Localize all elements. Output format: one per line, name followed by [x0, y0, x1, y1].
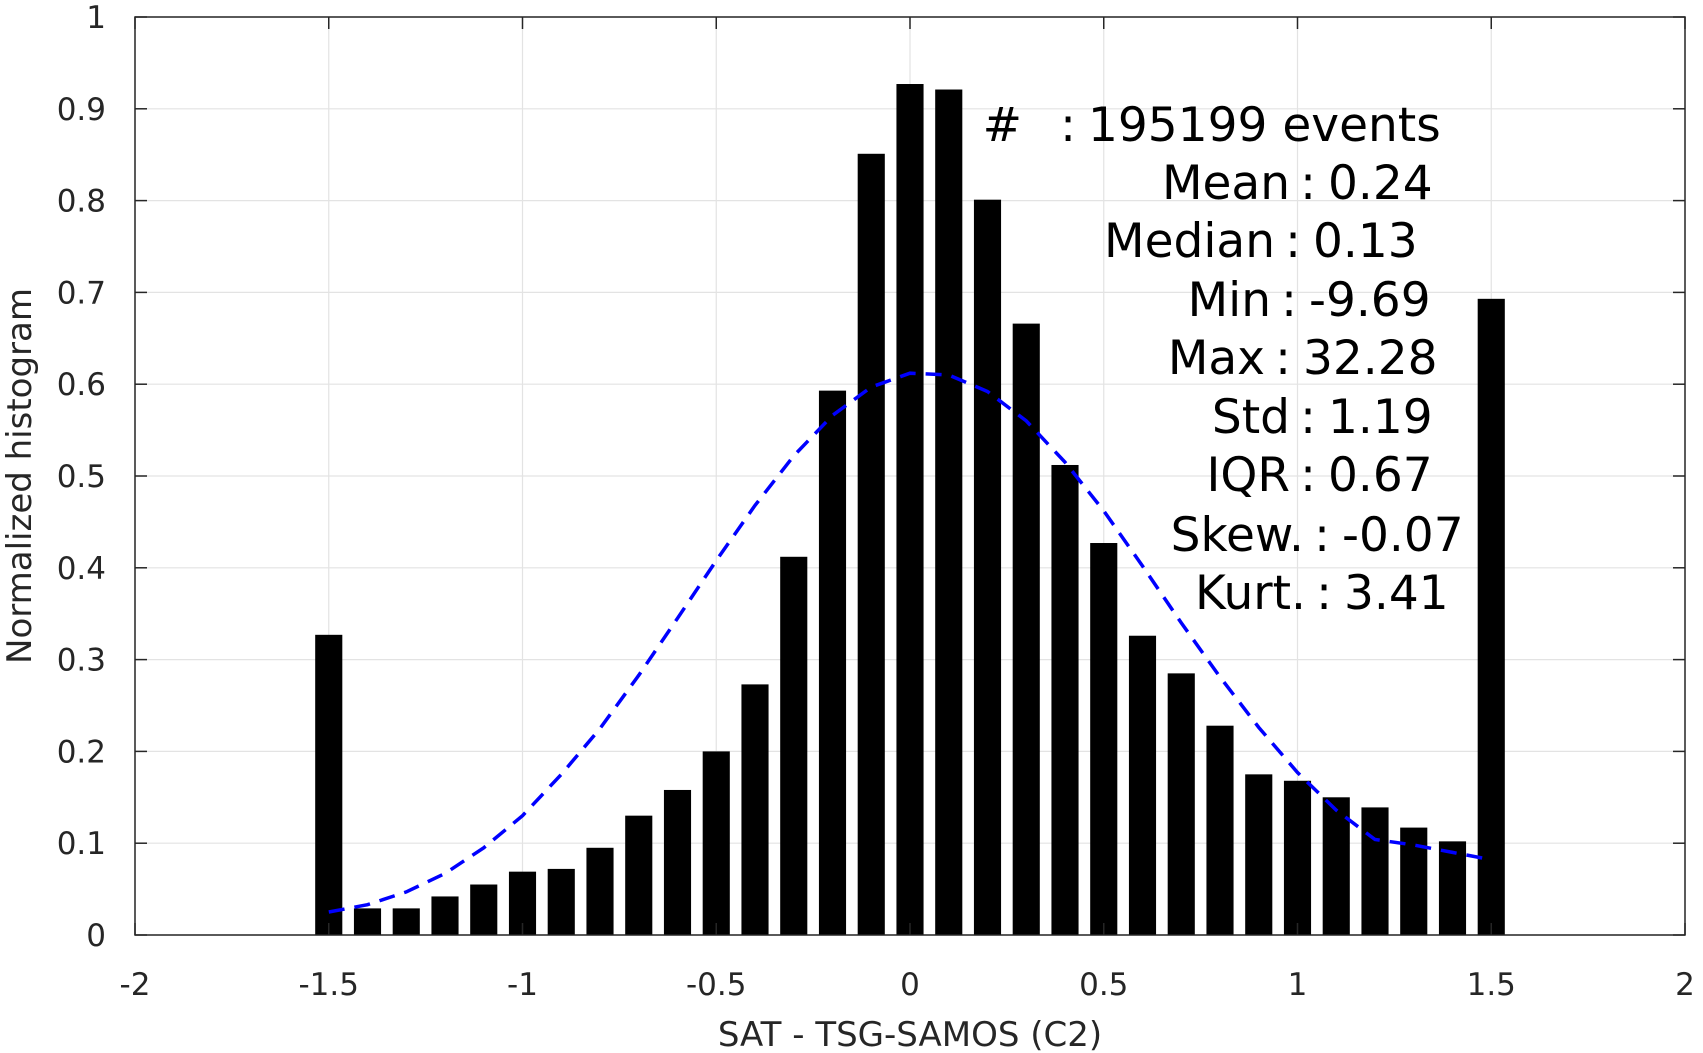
x-tick-label-6: 1 [1288, 967, 1308, 1003]
bar-7 [586, 847, 614, 935]
stat-separator-4: : [1275, 331, 1291, 386]
bar-13 [818, 390, 847, 936]
stat-separator-7: : [1314, 508, 1330, 563]
stat-separator-0: : [1060, 98, 1076, 153]
stat-row-3: Min: -9.69 [1188, 273, 1431, 328]
bar-11 [741, 684, 769, 935]
stat-value-3: -9.69 [1309, 273, 1431, 328]
bar-30 [1477, 298, 1505, 935]
x-tick-label-2: -1 [507, 967, 538, 1003]
x-tick-label-5: 0.5 [1079, 967, 1128, 1003]
stat-row-0: #:195199 events [983, 98, 1441, 153]
y-tick-labels: 0 0.1 0.2 0.3 0.4 0.5 0.6 0.7 0.8 0.9 1 [57, 0, 106, 954]
bar-23 [1206, 725, 1234, 935]
y-tick-label-9: 0.9 [57, 92, 106, 128]
x-tick-label-8: 2 [1675, 967, 1695, 1003]
stat-label-2: Median [1104, 214, 1275, 269]
x-tick-label-1: -1.5 [299, 967, 360, 1003]
stat-separator-3: : [1281, 273, 1297, 328]
bar-22 [1167, 673, 1195, 935]
bar-17 [973, 199, 1002, 935]
y-tick-label-0: 0 [86, 918, 106, 954]
stat-label-7: Skew. [1171, 508, 1304, 563]
stat-separator-5: : [1300, 390, 1316, 445]
y-tick-label-4: 0.4 [57, 551, 106, 587]
bar-6 [547, 868, 575, 935]
stat-row-7: Skew.: -0.07 [1171, 508, 1464, 563]
x-tick-labels: -2 -1.5 -1 -0.5 0 0.5 1 1.5 2 [120, 967, 1695, 1003]
bar-14 [857, 153, 885, 936]
bar-18 [1012, 323, 1040, 935]
bar-15 [896, 84, 924, 936]
stat-row-1: Mean:0.24 [1162, 156, 1433, 211]
stat-label-0: # [983, 98, 1022, 153]
y-tick-label-3: 0.3 [57, 643, 106, 679]
stat-value-6: 0.67 [1328, 448, 1433, 503]
bar-26 [1322, 797, 1350, 935]
stat-label-8: Kurt. [1195, 566, 1306, 621]
stat-label-3: Min [1188, 273, 1271, 328]
bar-27 [1361, 807, 1389, 935]
bar-21 [1128, 635, 1157, 935]
stat-value-0: 195199 events [1088, 98, 1441, 153]
bar-29 [1438, 841, 1467, 935]
stat-value-8: 3.41 [1344, 566, 1449, 621]
stat-separator-8: : [1316, 566, 1332, 621]
bar-20 [1090, 543, 1118, 935]
x-tick-label-4: 0 [900, 967, 920, 1003]
stat-value-1: 0.24 [1328, 156, 1433, 211]
stat-row-5: Std:1.19 [1212, 390, 1433, 445]
bar-16 [935, 89, 963, 936]
y-tick-label-8: 0.8 [57, 184, 106, 220]
x-axis-label: SAT - TSG-SAMOS (C2) [718, 1015, 1102, 1053]
bar-9 [663, 789, 692, 935]
bar-10 [702, 751, 730, 935]
bar-1 [353, 908, 382, 935]
stat-value-7: -0.07 [1342, 508, 1464, 563]
stat-row-6: IQR:0.67 [1206, 448, 1432, 503]
histogram-bars [315, 84, 1505, 936]
y-tick-label-7: 0.7 [57, 275, 106, 311]
bar-4 [470, 884, 498, 935]
stat-row-2: Median:0.13 [1104, 214, 1418, 269]
stat-value-5: 1.19 [1328, 390, 1433, 445]
x-tick-label-7: 1.5 [1467, 967, 1516, 1003]
stat-row-4: Max:32.28 [1168, 331, 1438, 386]
x-tick-label-0: -2 [120, 967, 151, 1003]
tick-marks [134, 16, 1686, 936]
x-tick-label-3: -0.5 [686, 967, 747, 1003]
fit-curve [328, 371, 1492, 914]
stat-row-8: Kurt.:3.41 [1195, 566, 1449, 621]
bar-0 [315, 634, 343, 935]
bar-25 [1283, 780, 1312, 935]
stat-value-2: 0.13 [1313, 214, 1418, 269]
y-tick-label-2: 0.2 [57, 734, 106, 770]
bar-24 [1245, 774, 1273, 935]
bar-19 [1051, 464, 1079, 935]
bar-8 [625, 815, 653, 935]
stat-label-6: IQR [1206, 448, 1290, 503]
stat-separator-2: : [1285, 214, 1301, 269]
y-axis-label: Normalized histogram [0, 288, 40, 664]
bar-2 [392, 908, 420, 935]
y-tick-label-1: 0.1 [57, 826, 106, 862]
stat-label-5: Std [1212, 390, 1290, 445]
y-tick-label-5: 0.5 [57, 459, 106, 495]
stat-label-1: Mean [1162, 156, 1290, 211]
stat-label-4: Max [1168, 331, 1265, 386]
y-tick-label-10: 1 [86, 0, 106, 36]
stat-value-4: 32.28 [1303, 331, 1438, 386]
y-tick-label-6: 0.6 [57, 367, 106, 403]
stat-separator-6: : [1300, 448, 1316, 503]
stat-separator-1: : [1300, 156, 1316, 211]
bar-3 [431, 896, 459, 935]
bar-12 [780, 556, 808, 935]
